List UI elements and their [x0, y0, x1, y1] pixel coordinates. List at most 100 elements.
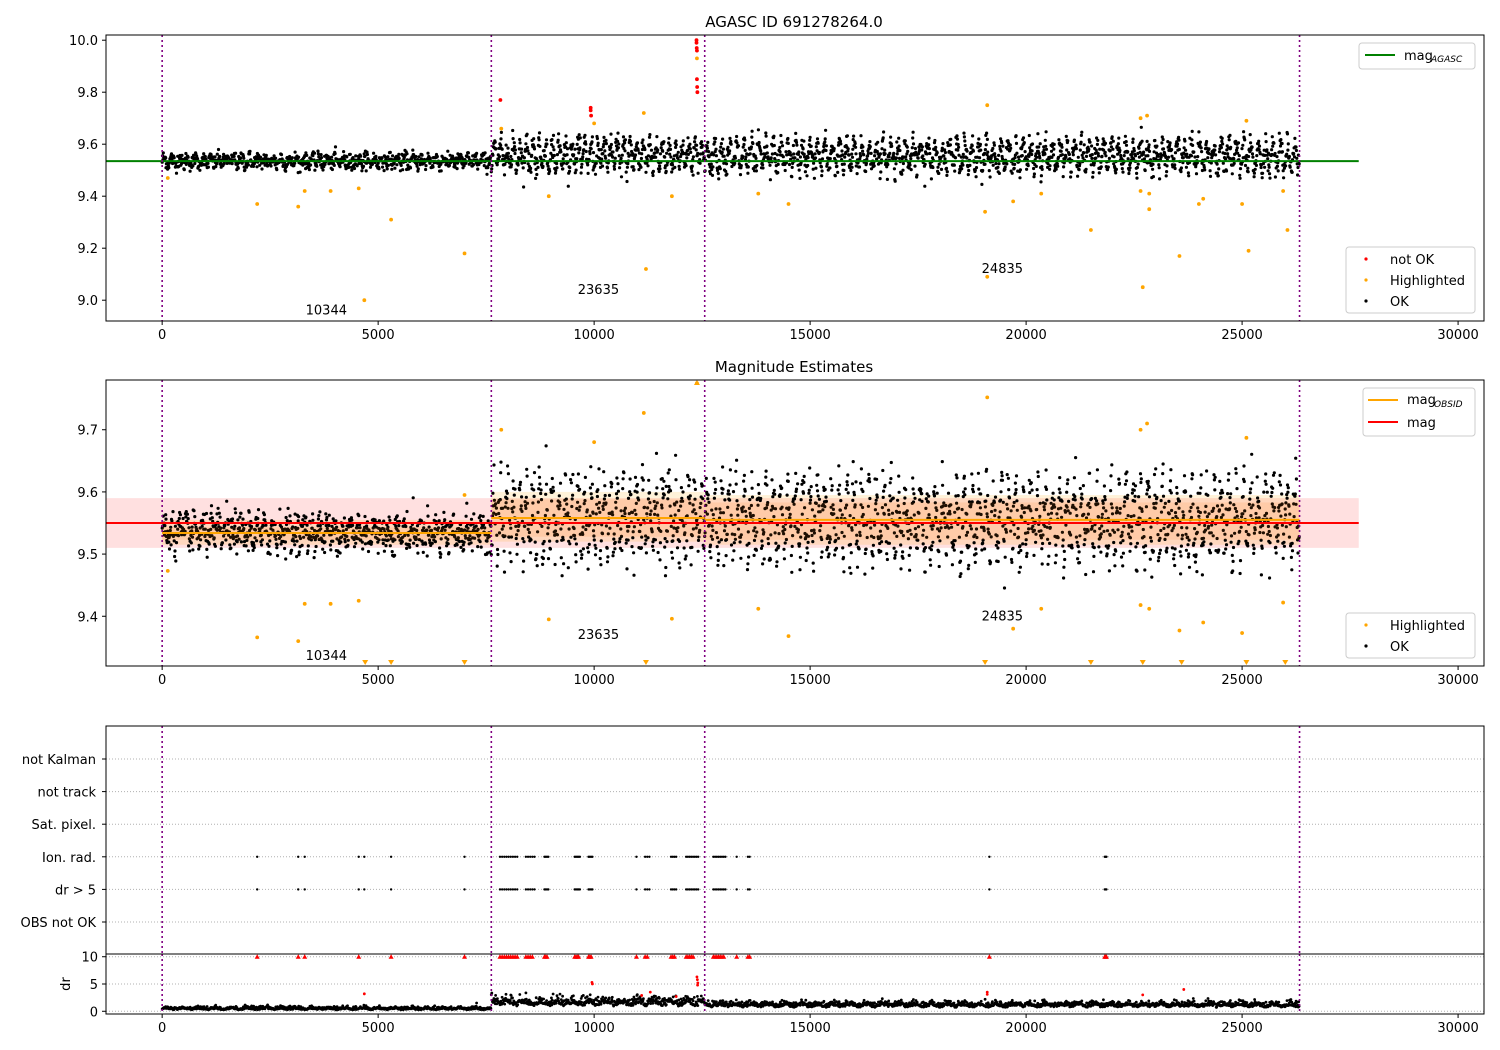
- ok-point: [1133, 154, 1138, 158]
- ok-point: [551, 485, 555, 489]
- ok-point: [776, 162, 780, 166]
- ok-point: [558, 144, 562, 148]
- ok-point: [644, 551, 649, 555]
- ok-point: [665, 540, 669, 544]
- ok-point: [721, 137, 725, 141]
- ok-point: [1109, 141, 1113, 145]
- ok-point: [901, 556, 905, 560]
- ok-point: [583, 475, 588, 479]
- ok-point: [532, 494, 536, 498]
- ok-point: [603, 493, 607, 498]
- ok-point: [363, 514, 367, 519]
- ok-point: [963, 139, 967, 143]
- ok-point: [809, 144, 813, 148]
- ok-point: [321, 547, 325, 551]
- not-ok-point: [695, 90, 700, 95]
- ok-point: [318, 524, 322, 528]
- ok-point: [605, 560, 610, 564]
- ok-point: [755, 163, 759, 168]
- ok-point: [1273, 175, 1277, 179]
- ok-point: [696, 538, 701, 543]
- ok-point: [1025, 167, 1029, 171]
- ok-point: [424, 542, 428, 546]
- ok-point: [647, 491, 652, 495]
- ok-point: [779, 133, 783, 138]
- ok-point: [1126, 157, 1130, 161]
- ok-point: [714, 154, 719, 158]
- ok-point: [248, 152, 252, 156]
- ok-point: [842, 570, 846, 574]
- ok-point: [1236, 141, 1241, 145]
- ok-point: [623, 149, 627, 153]
- ok-point: [764, 475, 768, 479]
- ok-point: [1100, 154, 1104, 158]
- ok-point: [728, 149, 732, 153]
- ok-point: [754, 548, 759, 552]
- ok-point: [1104, 154, 1108, 158]
- ok-point: [775, 153, 780, 157]
- ok-point: [1266, 157, 1270, 161]
- highlighted-point: [1039, 191, 1044, 196]
- ok-point: [377, 519, 381, 523]
- ok-point: [808, 135, 812, 139]
- ok-point: [829, 477, 833, 481]
- ok-point: [201, 518, 205, 523]
- ok-point: [1177, 135, 1181, 139]
- ok-point: [824, 128, 828, 132]
- ok-point: [1061, 175, 1065, 179]
- ok-point: [1268, 172, 1272, 176]
- ok-point: [1020, 154, 1024, 158]
- ok-point: [883, 152, 887, 156]
- ok-point: [1187, 174, 1191, 178]
- ok-point: [823, 137, 827, 141]
- ok-point: [555, 162, 559, 166]
- ok-point: [943, 148, 947, 152]
- ok-point: [393, 553, 397, 558]
- ok-point: [397, 152, 401, 156]
- ok-point: [616, 131, 620, 135]
- ok-point: [1208, 169, 1212, 173]
- ok-point: [503, 162, 507, 166]
- ok-point: [999, 149, 1003, 153]
- ok-point: [928, 151, 932, 156]
- ok-point: [361, 547, 365, 551]
- ok-point: [889, 460, 893, 465]
- ok-point: [437, 519, 441, 523]
- ok-point: [479, 519, 483, 523]
- ok-point: [539, 488, 543, 492]
- ok-point: [1265, 148, 1269, 152]
- ok-point: [1056, 164, 1060, 168]
- ok-point: [668, 143, 672, 147]
- ok-point: [670, 163, 675, 167]
- ok-point: [564, 473, 568, 477]
- ok-point: [845, 134, 850, 138]
- ok-point: [693, 135, 698, 139]
- ok-point: [1089, 163, 1093, 167]
- ok-point: [169, 543, 173, 547]
- ok-point: [592, 538, 596, 542]
- ok-point: [968, 163, 972, 167]
- ok-point: [871, 543, 876, 547]
- ok-point: [805, 546, 809, 550]
- highlighted-point: [165, 176, 170, 180]
- ok-point: [792, 152, 796, 156]
- ok-point: [881, 495, 885, 499]
- ok-point: [1228, 133, 1232, 137]
- ok-point: [658, 167, 662, 171]
- ok-point: [674, 478, 678, 482]
- ok-point: [584, 149, 588, 154]
- ok-point: [566, 184, 570, 188]
- ok-point: [284, 169, 288, 173]
- ok-point: [518, 141, 522, 145]
- ok-point: [515, 542, 520, 546]
- ok-point: [485, 172, 489, 176]
- ok-point: [649, 148, 654, 152]
- ok-point: [696, 171, 700, 175]
- ok-point: [209, 152, 213, 157]
- ok-point: [317, 155, 321, 159]
- ok-point: [604, 138, 608, 142]
- ok-point: [1135, 171, 1139, 175]
- ok-point: [997, 153, 1001, 157]
- ok-point: [1084, 167, 1088, 171]
- ok-point: [1039, 174, 1043, 178]
